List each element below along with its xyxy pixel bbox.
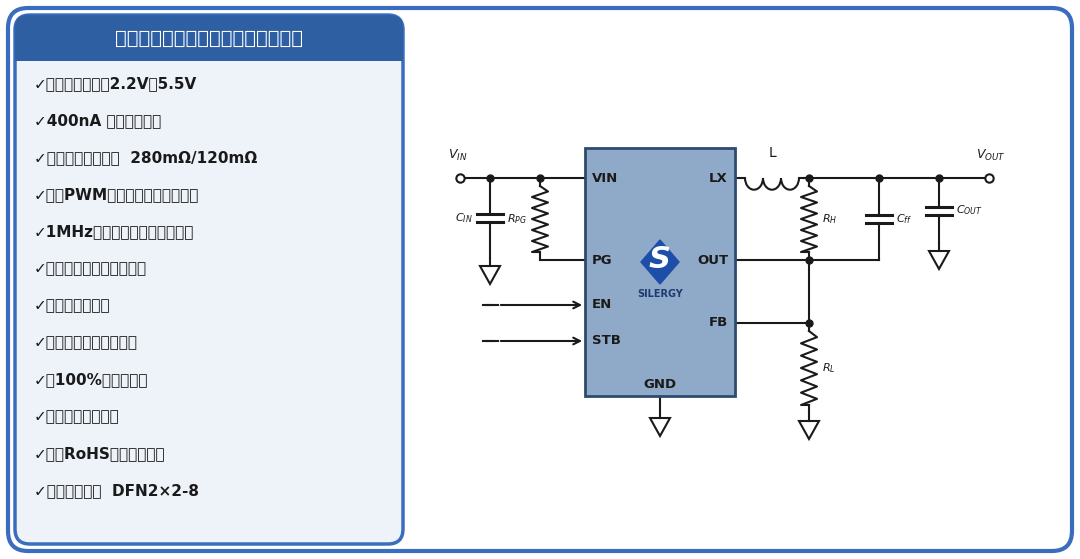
Text: $C_{IN}$: $C_{IN}$ (456, 211, 473, 225)
Text: ✓符合RoHS标准且无卤素: ✓符合RoHS标准且无卤素 (33, 447, 165, 462)
Text: ✓快速PWM控制实现极速动态响应: ✓快速PWM控制实现极速动态响应 (33, 187, 200, 202)
Text: STB: STB (592, 334, 621, 348)
Text: S: S (649, 245, 671, 274)
Text: ✓打嗝模式输出短路保护: ✓打嗝模式输出短路保护 (33, 335, 138, 350)
Text: ✓内部开关低导通：  280mΩ/120mΩ: ✓内部开关低导通： 280mΩ/120mΩ (33, 150, 257, 165)
Text: ✓可100%占空比运行: ✓可100%占空比运行 (33, 372, 149, 387)
Text: $V_{OUT}$: $V_{OUT}$ (976, 148, 1005, 163)
Bar (15, 42, 403, 61)
Text: ✓输出自动放电功能: ✓输出自动放电功能 (33, 410, 120, 424)
Text: LX: LX (710, 172, 728, 184)
Text: $C_{OUT}$: $C_{OUT}$ (956, 203, 983, 217)
Text: ✓电源正常指示器: ✓电源正常指示器 (33, 299, 110, 314)
Text: ✓输入电压范围：2.2V～5.5V: ✓输入电压范围：2.2V～5.5V (33, 77, 198, 92)
FancyBboxPatch shape (15, 15, 403, 61)
FancyBboxPatch shape (15, 15, 403, 544)
Text: SILERGY: SILERGY (637, 289, 683, 299)
Bar (585, 148, 735, 396)
Text: L: L (768, 146, 775, 160)
Text: FB: FB (708, 316, 728, 329)
Text: EN: EN (592, 299, 612, 311)
Text: ✓1MHz高开关频率减少外部元件: ✓1MHz高开关频率减少外部元件 (33, 225, 194, 239)
Text: $V_{IN}$: $V_{IN}$ (448, 148, 468, 163)
Text: ✓紧凑型封装：  DFN2×2-8: ✓紧凑型封装： DFN2×2-8 (33, 484, 199, 499)
Text: OUT: OUT (697, 253, 728, 267)
Text: PG: PG (592, 253, 612, 267)
Text: VIN: VIN (592, 172, 618, 184)
Text: $R_H$: $R_H$ (822, 212, 837, 226)
Polygon shape (642, 240, 679, 284)
Text: GND: GND (644, 377, 676, 391)
Text: ✓400nA 超低静态电流: ✓400nA 超低静态电流 (33, 113, 161, 129)
Text: $C_{ff}$: $C_{ff}$ (896, 212, 913, 226)
Text: $R_{PG}$: $R_{PG}$ (507, 212, 527, 226)
Text: ✓内部软启动限制过冲电流: ✓内部软启动限制过冲电流 (33, 262, 147, 277)
Text: $R_L$: $R_L$ (822, 361, 836, 375)
Text: 矽力杰超低静态电流降压稳压器方案: 矽力杰超低静态电流降压稳压器方案 (114, 29, 303, 48)
FancyBboxPatch shape (8, 8, 1072, 551)
